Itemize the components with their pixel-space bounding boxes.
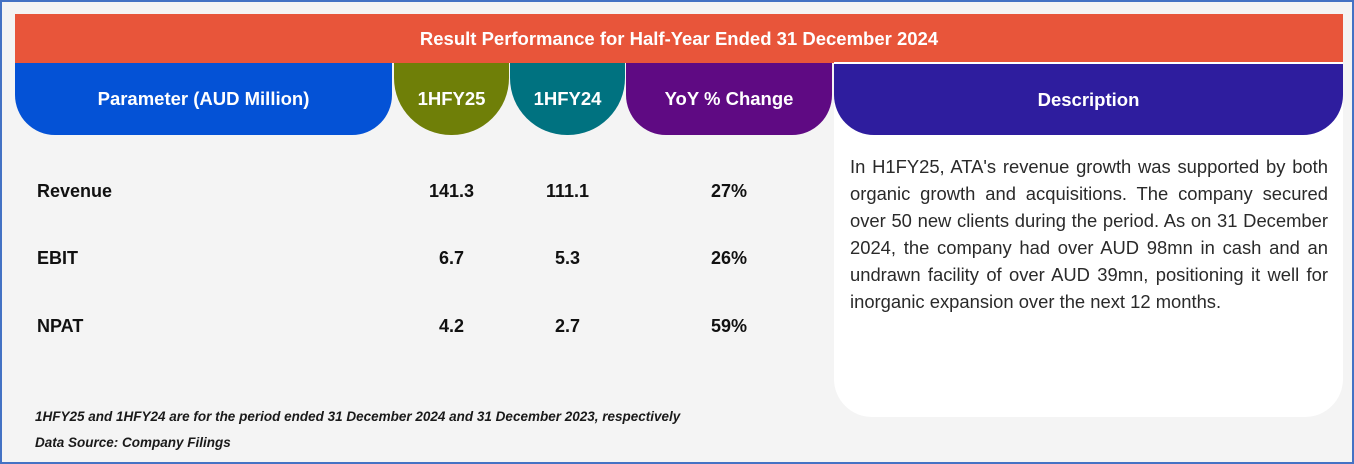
table-row-ebit: EBIT 6.7 5.3 26% [2,243,832,273]
row-1hfy25-value: 141.3 [428,181,475,201]
header-1hfy25-label: 1HFY25 [417,88,486,109]
header-description: Description [834,64,1343,135]
header-parameter: Parameter (AUD Million) [15,63,392,135]
row-parameter: Revenue [37,181,113,201]
header-parameter-label: Parameter (AUD Million) [97,88,310,109]
row-1hfy24-value: 111.1 [545,181,590,201]
data-source-note: Data Source: Company Filings [35,435,231,450]
row-1hfy25-value: 6.7 [438,248,465,268]
row-yoy-value: 59% [710,316,748,336]
page-title: Result Performance for Half-Year Ended 3… [419,27,939,49]
description-text: In H1FY25, ATA's revenue growth was supp… [850,156,1328,313]
row-1hfy24-value: 2.7 [554,316,581,336]
row-parameter: NPAT [37,316,84,336]
header-1hfy24-label: 1HFY24 [533,88,602,109]
header-yoy-change: YoY % Change [626,63,832,135]
row-yoy-value: 26% [710,248,748,268]
table-row-npat: NPAT 4.2 2.7 59% [2,311,832,341]
row-parameter: EBIT [37,248,79,268]
row-1hfy24-value: 5.3 [554,248,581,268]
row-1hfy25-value: 4.2 [438,316,465,336]
header-1hfy25: 1HFY25 [394,63,509,135]
period-footnote: 1HFY25 and 1HFY24 are for the period end… [35,409,681,424]
header-yoy-change-label: YoY % Change [664,88,794,109]
title-banner: Result Performance for Half-Year Ended 3… [15,14,1343,63]
row-yoy-value: 27% [710,181,748,201]
header-description-label: Description [1037,88,1140,110]
header-1hfy24: 1HFY24 [510,63,625,135]
table-row-revenue: Revenue 141.3 111.1 27% [2,176,832,206]
